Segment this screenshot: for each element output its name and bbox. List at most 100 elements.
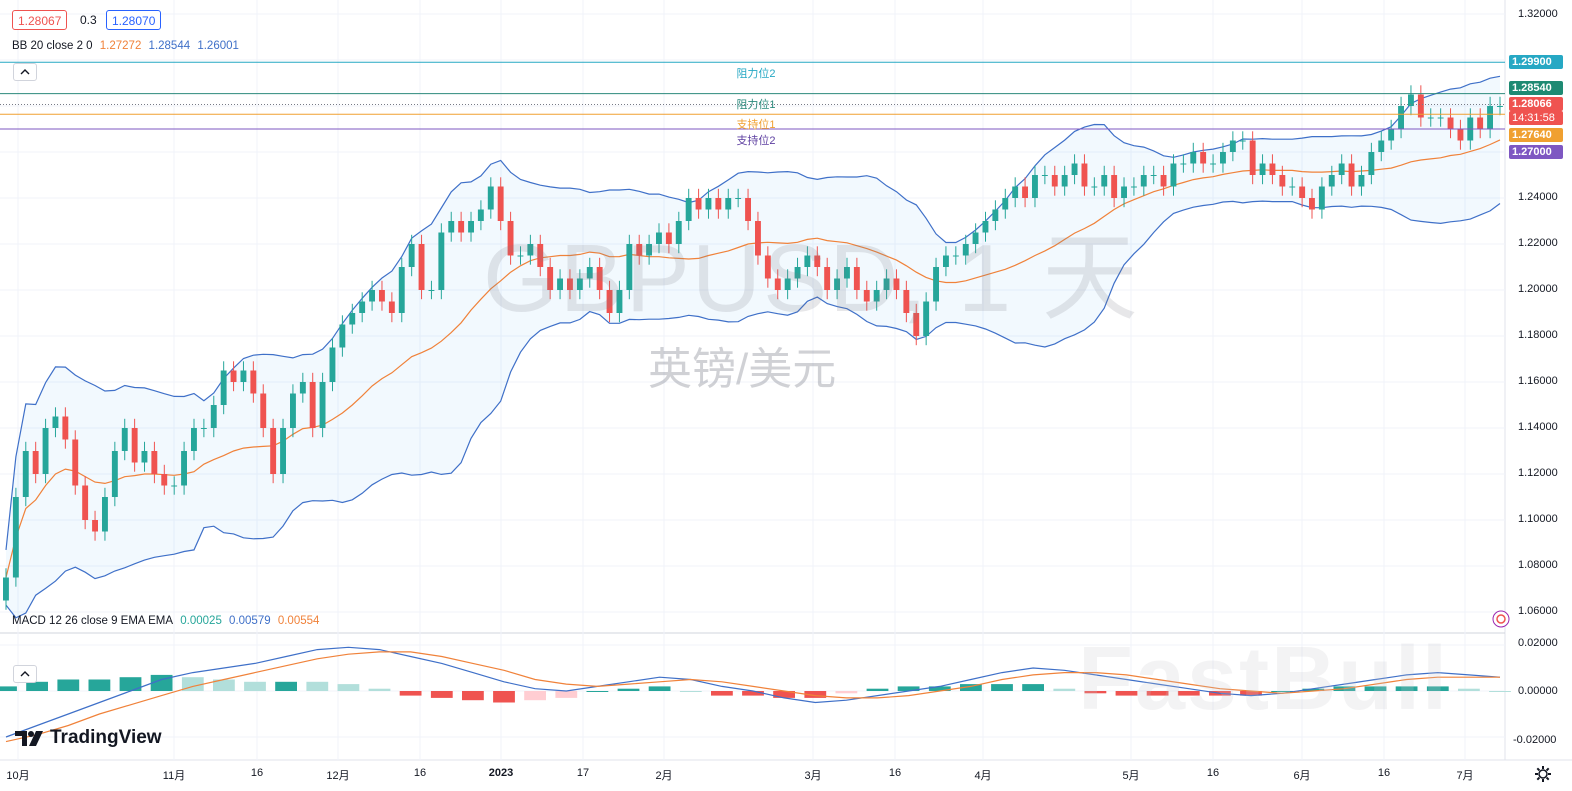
macd-histogram-bar [1240,691,1262,696]
macd-histogram-bar [1489,691,1511,692]
level-price-support2: 1.27000 [1509,145,1563,159]
tradingview-logo[interactable]: TradingView [14,726,162,750]
candle-body [943,255,949,267]
gear-icon[interactable] [1533,764,1553,784]
candle-body [1398,106,1404,129]
candle-body [1200,152,1207,164]
candle-body [1427,117,1434,119]
candle-body [893,278,900,290]
bb-upper-line [5,75,1501,550]
candle-body [290,393,296,428]
candle-body [1140,175,1147,187]
candle-body [1210,163,1216,165]
macd-histogram-bar [1084,691,1107,694]
candle-body [784,278,791,290]
candle-body [141,451,148,463]
candle-body [1299,186,1306,198]
candle-body [933,267,939,302]
bb-upper-value: 1.28544 [148,40,191,52]
candle-body [428,290,435,291]
collapse-legend-button[interactable] [13,63,37,81]
y-tick-label: 1.06000 [1518,605,1558,617]
candle-body [1160,175,1167,187]
macd-histogram-bar [26,681,48,691]
candle-body [82,485,89,520]
candle-body [1477,117,1484,129]
macd-histogram-bar [742,691,764,696]
candle-body [319,382,326,428]
macd-histogram-bar [1395,686,1418,691]
candle-body [725,198,732,210]
candle-body [191,428,197,451]
candle-body [92,520,98,532]
x-tick-label: 10月 [6,770,30,782]
candle-body [42,428,49,474]
candle-body [102,497,108,532]
candle-body [913,313,920,336]
candle-body [477,209,484,221]
candle-body [1190,152,1197,164]
x-tick-label: 16 [888,767,902,779]
macd-histogram-bar [368,688,391,691]
macd-histogram-bar [1115,691,1138,696]
macd-histogram-bar [1302,688,1325,691]
candle-body [576,278,583,290]
macd-histogram-bar [1271,691,1293,692]
candle-body [616,290,623,313]
x-tick-label: 11月 [162,770,186,782]
candle-body [1487,106,1493,129]
candle-body [1457,129,1464,141]
candle-body [1368,152,1375,175]
macd-histogram-bar [213,679,235,691]
macd-histogram-bar [462,691,484,701]
candle-body [62,416,69,440]
candle-body [388,301,395,313]
candle-body [270,428,277,474]
candle-body [527,244,534,256]
candle-body [547,267,554,290]
candle-body [1239,140,1246,142]
candle-body [1051,175,1058,187]
y-tick-label: 1.20000 [1518,283,1558,295]
collapse-macd-button[interactable] [13,665,37,683]
x-tick-label: 2月 [655,770,673,782]
candle-body [468,221,474,233]
bb-legend[interactable]: BB 20 close 2 0 1.27272 1.28544 1.26001 [12,40,243,52]
candle-body [1170,163,1177,187]
current-price-label: 1.28066 [1509,97,1563,111]
candle-body [824,267,831,290]
macd-histogram-bar [399,691,422,696]
macd-histogram-bar [119,677,142,691]
candle-body [52,416,59,428]
macd-histogram-bar [1426,686,1449,691]
macd-histogram-bar [524,691,546,701]
candle-body [121,428,128,451]
macd-legend[interactable]: MACD 12 26 close 9 EMA EMA 0.00025 0.005… [12,615,323,627]
candle-body [834,278,840,290]
candle-body [665,232,672,244]
bid-price-box[interactable]: 1.28067 [12,10,68,30]
candle-body [1121,186,1127,198]
candle-body [32,451,39,474]
candle-body [1417,94,1424,118]
macd-histogram-bar [897,686,920,691]
ask-price-box[interactable]: 1.28070 [106,10,162,30]
candle-body [764,255,771,279]
candle-body [72,439,79,486]
candle-body [1338,163,1345,175]
candle-body [1249,140,1256,175]
candle-body [685,198,692,221]
candle-body [220,370,227,405]
candle-body [1081,163,1088,187]
candle-body [408,244,415,267]
level-price-support1: 1.27640 [1509,128,1563,142]
macd-histogram-bar [150,674,173,691]
x-tick-label: 7月 [1456,770,1474,782]
compare-icon[interactable] [1492,610,1510,628]
candle-body [903,290,910,313]
candle-body [299,382,306,394]
candle-body [1002,198,1009,210]
level-price-resistance1: 1.28540 [1509,81,1563,95]
